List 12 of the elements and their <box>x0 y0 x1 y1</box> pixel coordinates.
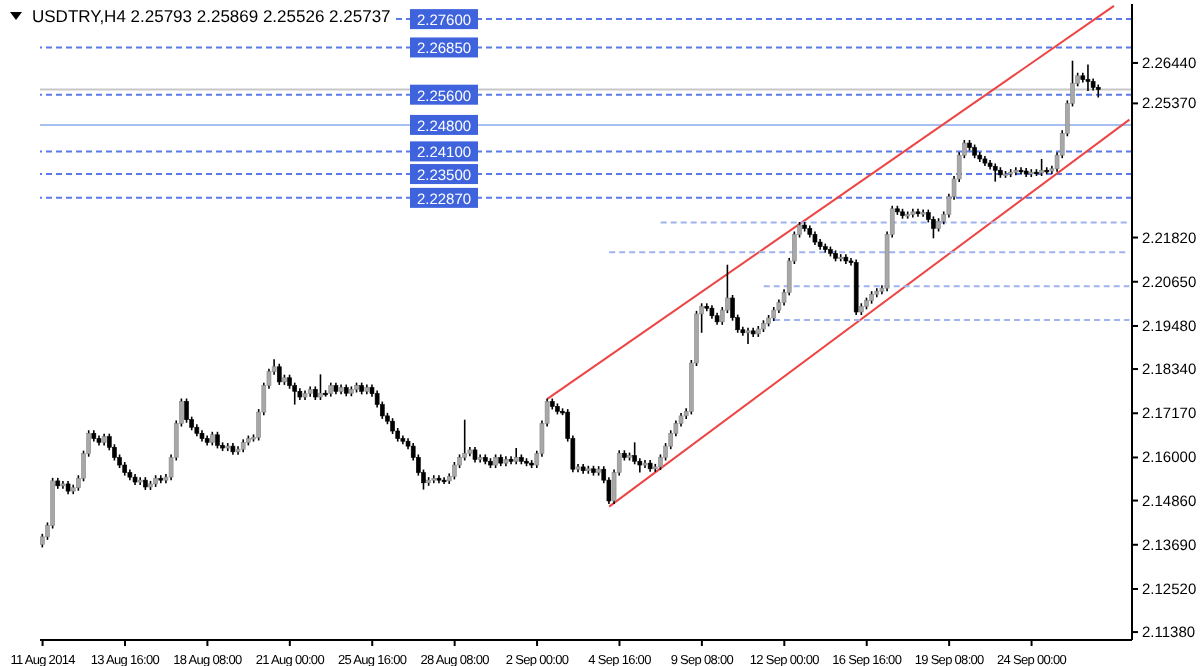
candlestick <box>292 381 298 406</box>
candlestick <box>1085 63 1091 92</box>
candlestick <box>276 362 282 386</box>
candlestick <box>632 441 637 466</box>
candlestick <box>318 373 323 401</box>
chart-title: USDTRY,H4 2.25793 2.25869 2.25526 2.25737 <box>28 6 395 26</box>
candlestick <box>838 253 844 263</box>
candlestick <box>992 162 998 183</box>
candlestick <box>931 215 936 240</box>
candlestick <box>462 418 467 462</box>
candlestick <box>745 327 751 345</box>
candlestick <box>184 397 189 424</box>
